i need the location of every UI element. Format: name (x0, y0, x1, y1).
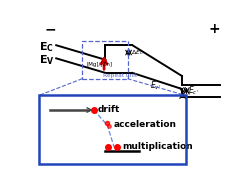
Text: Repeat unit: Repeat unit (104, 73, 138, 78)
Text: $\mathbf{-}$: $\mathbf{-}$ (44, 22, 57, 36)
Text: $E_{v'}$: $E_{v'}$ (150, 80, 161, 92)
Text: [Mg]/[Zn]: [Mg]/[Zn] (86, 62, 112, 67)
Text: $\mathbf{E_C}$: $\mathbf{E_C}$ (39, 40, 54, 54)
Bar (39, 95, 186, 164)
Text: $E_{c'}$: $E_{c'}$ (188, 85, 199, 97)
Text: acceleration: acceleration (114, 120, 177, 129)
Text: $\mathbf{E_V}$: $\mathbf{E_V}$ (39, 53, 55, 67)
Bar (82, 41, 127, 79)
Text: drift: drift (98, 105, 120, 115)
Text: $\Delta E_C$: $\Delta E_C$ (130, 48, 144, 57)
Text: $\mathbf{+}$: $\mathbf{+}$ (208, 22, 221, 36)
Text: multiplication: multiplication (122, 142, 192, 151)
